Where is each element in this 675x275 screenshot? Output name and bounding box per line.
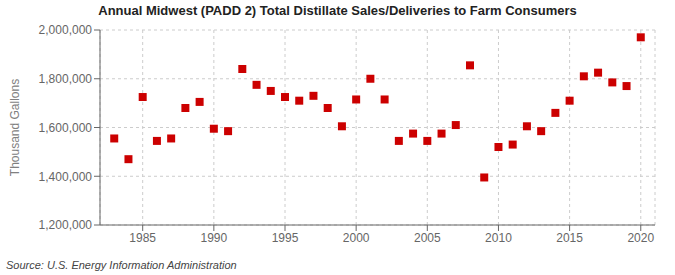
svg-text:2015: 2015	[556, 231, 583, 245]
svg-text:2020: 2020	[627, 231, 654, 245]
svg-text:2010: 2010	[485, 231, 512, 245]
svg-text:1,800,000: 1,800,000	[39, 72, 93, 86]
svg-text:1990: 1990	[200, 231, 227, 245]
svg-text:1,200,000: 1,200,000	[39, 218, 93, 232]
svg-text:1,600,000: 1,600,000	[39, 121, 93, 135]
svg-text:1995: 1995	[272, 231, 299, 245]
svg-text:2005: 2005	[414, 231, 441, 245]
svg-text:1,400,000: 1,400,000	[39, 170, 93, 184]
svg-text:2,000,000: 2,000,000	[39, 23, 93, 37]
svg-text:Thousand Gallons: Thousand Gallons	[8, 79, 22, 176]
svg-text:1985: 1985	[129, 231, 156, 245]
html-text:Annual Midwest (PADD 2) Total: Annual Midwest (PADD 2) Total Distillate…	[98, 3, 577, 18]
html-text:Source: U.S. Energy Informatio: Source: U.S. Energy Information Administ…	[6, 259, 237, 271]
svg-text:2000: 2000	[343, 231, 370, 245]
